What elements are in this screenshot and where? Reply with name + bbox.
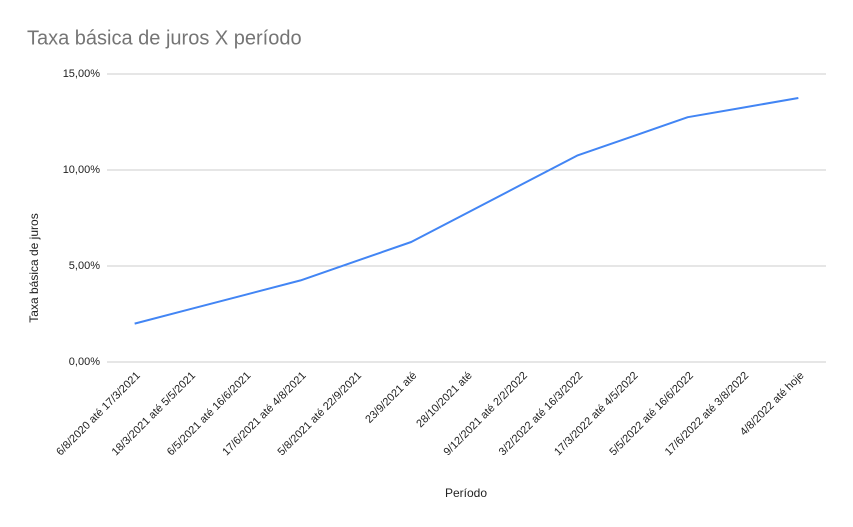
y-tick-label: 10,00% — [63, 164, 101, 176]
x-axis-title: Período — [445, 486, 487, 500]
y-axis-title: Taxa básica de juros — [27, 213, 41, 322]
y-tick-label: 15,00% — [63, 68, 101, 80]
chart-title: Taxa básica de juros X período — [27, 27, 302, 49]
y-tick-label: 5,00% — [69, 260, 100, 272]
data-line — [134, 97, 799, 325]
y-tick-label: 0,00% — [69, 356, 100, 368]
